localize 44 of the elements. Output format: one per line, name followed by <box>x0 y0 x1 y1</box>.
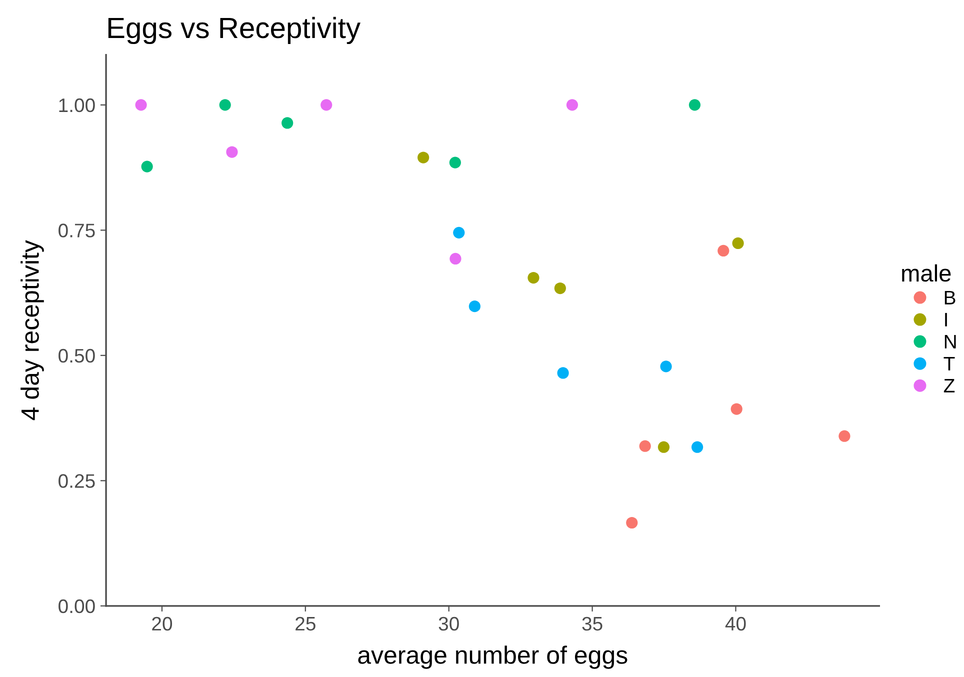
y-tick-label: 0.00 <box>58 599 95 614</box>
point <box>730 403 742 415</box>
x-axis-title: average number of eggs <box>358 646 628 669</box>
legend-label: I <box>945 312 947 326</box>
y-tick-label: 0.50 <box>58 348 95 363</box>
point <box>566 99 578 111</box>
legend-label: T <box>944 356 955 370</box>
point <box>320 99 332 111</box>
point <box>528 272 540 284</box>
y-tick-label: 0.25 <box>58 474 95 488</box>
legend-label: Z <box>944 379 955 392</box>
y-axis-title: 4 day receptivity <box>20 240 44 420</box>
y-tick-label: 0.75 <box>58 224 95 238</box>
point <box>453 226 465 238</box>
x-tick-label: 40 <box>725 616 746 631</box>
point <box>226 146 238 158</box>
x-tick-label: 20 <box>152 616 172 631</box>
point <box>626 516 638 529</box>
point <box>691 441 704 453</box>
point <box>468 300 480 312</box>
point <box>418 152 430 164</box>
legend-label: N <box>944 334 956 348</box>
point <box>554 282 566 294</box>
x-tick-label: 25 <box>296 616 316 631</box>
x-tick-label: 30 <box>438 616 459 631</box>
chart-title: Eggs vs Receptivity <box>108 16 360 44</box>
point <box>838 430 850 442</box>
point <box>219 99 231 111</box>
point <box>557 367 569 379</box>
legend-label: B <box>944 290 956 304</box>
point <box>639 440 651 452</box>
y-tick-label: 1.00 <box>59 98 95 112</box>
point <box>450 252 462 265</box>
x-tick-label: 35 <box>582 616 602 631</box>
point <box>660 360 672 372</box>
point <box>141 160 153 172</box>
point <box>732 237 744 250</box>
point <box>135 99 147 111</box>
point <box>718 244 730 257</box>
point <box>282 117 294 129</box>
point <box>449 156 461 168</box>
legend-title: male <box>902 264 951 282</box>
point <box>688 99 701 111</box>
point <box>658 441 670 453</box>
